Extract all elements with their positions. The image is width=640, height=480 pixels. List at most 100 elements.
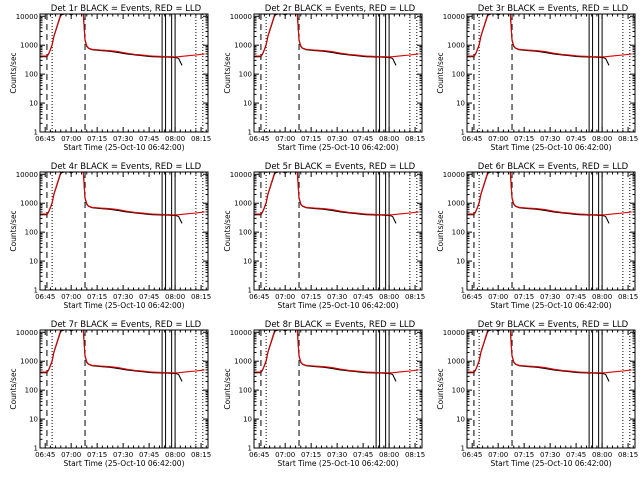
lld-series-line (467, 172, 632, 216)
panel-title: Det 8r BLACK = Events, RED = LLD (265, 320, 416, 330)
panel-det-5: Det 5r BLACK = Events, RED = LLD 1 10 100 10… (223, 162, 425, 310)
y-tick-label: 1 (461, 445, 465, 453)
x-tick-label: 08:00 (165, 293, 185, 301)
panel-det-2: Det 2r BLACK = Events, RED = LLD 1 10 100 10… (223, 4, 425, 152)
y-axis-label: Counts/sec (9, 368, 18, 409)
events-series-line (40, 14, 183, 66)
x-tick-label: 07:30 (540, 293, 560, 301)
x-tick-label: 07:00 (488, 451, 508, 459)
x-tick-label: 06:45 (249, 135, 269, 143)
x-tick-label: 07:45 (566, 135, 586, 143)
events-series-line (40, 330, 183, 382)
events-series-line (467, 330, 610, 382)
events-series-line (254, 172, 397, 224)
y-tick-label: 1000 (234, 42, 252, 50)
x-axis-label: Start Time (25-Oct-10 06:42:00) (63, 143, 184, 152)
y-axis-label: Counts/sec (223, 210, 232, 251)
events-series-line (467, 172, 610, 224)
x-tick-label: 08:15 (405, 293, 425, 301)
x-tick-label: 08:15 (618, 135, 638, 143)
x-tick-label: 08:15 (618, 293, 638, 301)
y-tick-label: 1000 (234, 358, 252, 366)
x-tick-label: 06:45 (249, 451, 269, 459)
lld-series-line (40, 330, 205, 374)
panel-det-1: Det 1r BLACK = Events, RED = LLD 1 10 100 10… (9, 4, 211, 152)
y-tick-label: 10 (243, 258, 252, 266)
events-series-line (40, 172, 183, 224)
panel-det-9: Det 9r BLACK = Events, RED = LLD 1 10 100 10… (436, 320, 638, 468)
y-tick-label: 100 (239, 387, 252, 395)
panel-title: Det 3r BLACK = Events, RED = LLD (478, 4, 629, 14)
y-tick-label: 10000 (230, 171, 252, 179)
x-tick-label: 08:15 (191, 293, 211, 301)
y-tick-label: 10000 (230, 329, 252, 337)
y-tick-label: 10000 (443, 13, 465, 21)
y-tick-label: 100 (452, 71, 465, 79)
x-tick-label: 08:15 (618, 451, 638, 459)
lld-series-line (254, 330, 419, 374)
lld-series-line (254, 14, 419, 58)
panel-title: Det 1r BLACK = Events, RED = LLD (51, 4, 202, 14)
x-tick-label: 08:00 (165, 135, 185, 143)
y-axis-label: Counts/sec (436, 368, 445, 409)
x-tick-label: 08:15 (191, 135, 211, 143)
x-tick-label: 06:45 (462, 135, 482, 143)
plot-frame (466, 329, 636, 449)
panel-det-7: Det 7r BLACK = Events, RED = LLD 1 10 100 10… (9, 320, 211, 468)
y-tick-label: 10000 (16, 13, 38, 21)
x-tick-label: 07:00 (61, 293, 81, 301)
lld-series-line (40, 172, 205, 216)
events-series-line (254, 14, 397, 66)
x-tick-label: 08:00 (379, 293, 399, 301)
x-axis-label: Start Time (25-Oct-10 06:42:00) (490, 301, 611, 310)
y-tick-label: 1 (248, 287, 252, 295)
x-axis-label: Start Time (25-Oct-10 06:42:00) (277, 459, 398, 468)
x-tick-label: 08:00 (592, 135, 612, 143)
x-tick-label: 07:30 (327, 135, 347, 143)
y-tick-label: 1000 (234, 200, 252, 208)
y-tick-label: 1000 (447, 42, 465, 50)
plot-frame (39, 13, 209, 133)
y-axis-label: Counts/sec (9, 210, 18, 251)
x-axis-label: Start Time (25-Oct-10 06:42:00) (490, 143, 611, 152)
panel-title: Det 9r BLACK = Events, RED = LLD (478, 320, 629, 330)
x-tick-label: 08:00 (592, 293, 612, 301)
y-tick-label: 10 (29, 416, 38, 424)
x-tick-label: 07:30 (540, 451, 560, 459)
panel-det-8: Det 8r BLACK = Events, RED = LLD 1 10 100 10… (223, 320, 425, 468)
x-axis-label: Start Time (25-Oct-10 06:42:00) (490, 459, 611, 468)
y-tick-label: 1000 (20, 358, 38, 366)
x-tick-label: 07:30 (540, 135, 560, 143)
x-tick-label: 07:15 (301, 451, 321, 459)
x-tick-label: 07:45 (353, 293, 373, 301)
x-tick-label: 07:00 (275, 135, 295, 143)
x-tick-label: 07:15 (87, 135, 107, 143)
x-tick-label: 07:00 (488, 135, 508, 143)
y-tick-label: 100 (25, 71, 38, 79)
x-tick-label: 07:00 (275, 451, 295, 459)
events-series-line (467, 14, 610, 66)
plot-frame (253, 171, 423, 291)
x-tick-label: 07:30 (327, 293, 347, 301)
y-tick-label: 1000 (447, 358, 465, 366)
panel-title: Det 6r BLACK = Events, RED = LLD (478, 162, 629, 172)
x-tick-label: 07:30 (327, 451, 347, 459)
panel-title: Det 2r BLACK = Events, RED = LLD (265, 4, 416, 14)
y-tick-label: 1 (248, 129, 252, 137)
y-tick-label: 1000 (20, 200, 38, 208)
x-tick-label: 07:30 (113, 135, 133, 143)
x-tick-label: 07:00 (61, 451, 81, 459)
x-tick-label: 08:00 (165, 451, 185, 459)
y-tick-label: 10 (29, 100, 38, 108)
x-tick-label: 07:00 (61, 135, 81, 143)
x-tick-label: 06:45 (35, 293, 55, 301)
y-tick-label: 10000 (443, 171, 465, 179)
plot-frame (466, 171, 636, 291)
panel-title: Det 7r BLACK = Events, RED = LLD (51, 320, 202, 330)
y-axis-label: Counts/sec (223, 368, 232, 409)
y-tick-label: 10000 (443, 329, 465, 337)
panel-title: Det 5r BLACK = Events, RED = LLD (265, 162, 416, 172)
x-tick-label: 07:45 (566, 451, 586, 459)
x-tick-label: 07:15 (301, 135, 321, 143)
